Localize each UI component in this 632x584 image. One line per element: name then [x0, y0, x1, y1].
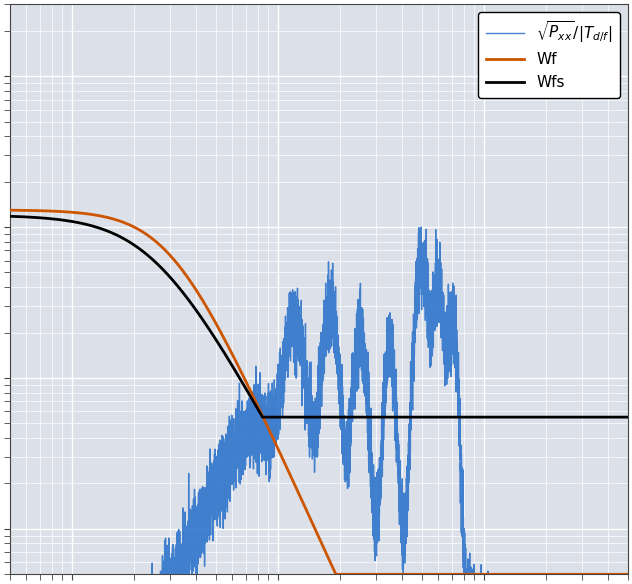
- Wfs: [127, 239, 135, 246]
- Wf: [592, 571, 599, 578]
- Wfs: [624, 413, 631, 420]
- Wf: [308, 519, 315, 526]
- Wfs: [592, 413, 599, 420]
- Wfs: [6, 213, 13, 220]
- Wfs: [32, 214, 39, 221]
- Wf: [624, 571, 631, 578]
- Wfs: [9, 213, 16, 220]
- Wfs: [258, 413, 266, 420]
- Wf: [332, 571, 339, 578]
- Wf: [9, 207, 16, 214]
- Wf: [32, 207, 39, 214]
- Wf: [127, 222, 135, 229]
- Line: Wf: Wf: [9, 210, 628, 574]
- Wfs: [43, 215, 51, 222]
- Wf: [6, 207, 13, 214]
- Line: Wfs: Wfs: [9, 216, 628, 417]
- $\sqrt{P_{xx}}/|T_{d/f}|$: [417, 224, 425, 231]
- Line: $\sqrt{P_{xx}}/|T_{d/f}|$: $\sqrt{P_{xx}}/|T_{d/f}|$: [9, 227, 628, 584]
- Wf: [43, 207, 51, 214]
- Wfs: [308, 413, 316, 420]
- Legend: $\sqrt{P_{xx}}/|T_{d/f}|$, Wf, Wfs: $\sqrt{P_{xx}}/|T_{d/f}|$, Wf, Wfs: [478, 12, 620, 98]
- $\sqrt{P_{xx}}/|T_{d/f}|$: [308, 411, 316, 418]
